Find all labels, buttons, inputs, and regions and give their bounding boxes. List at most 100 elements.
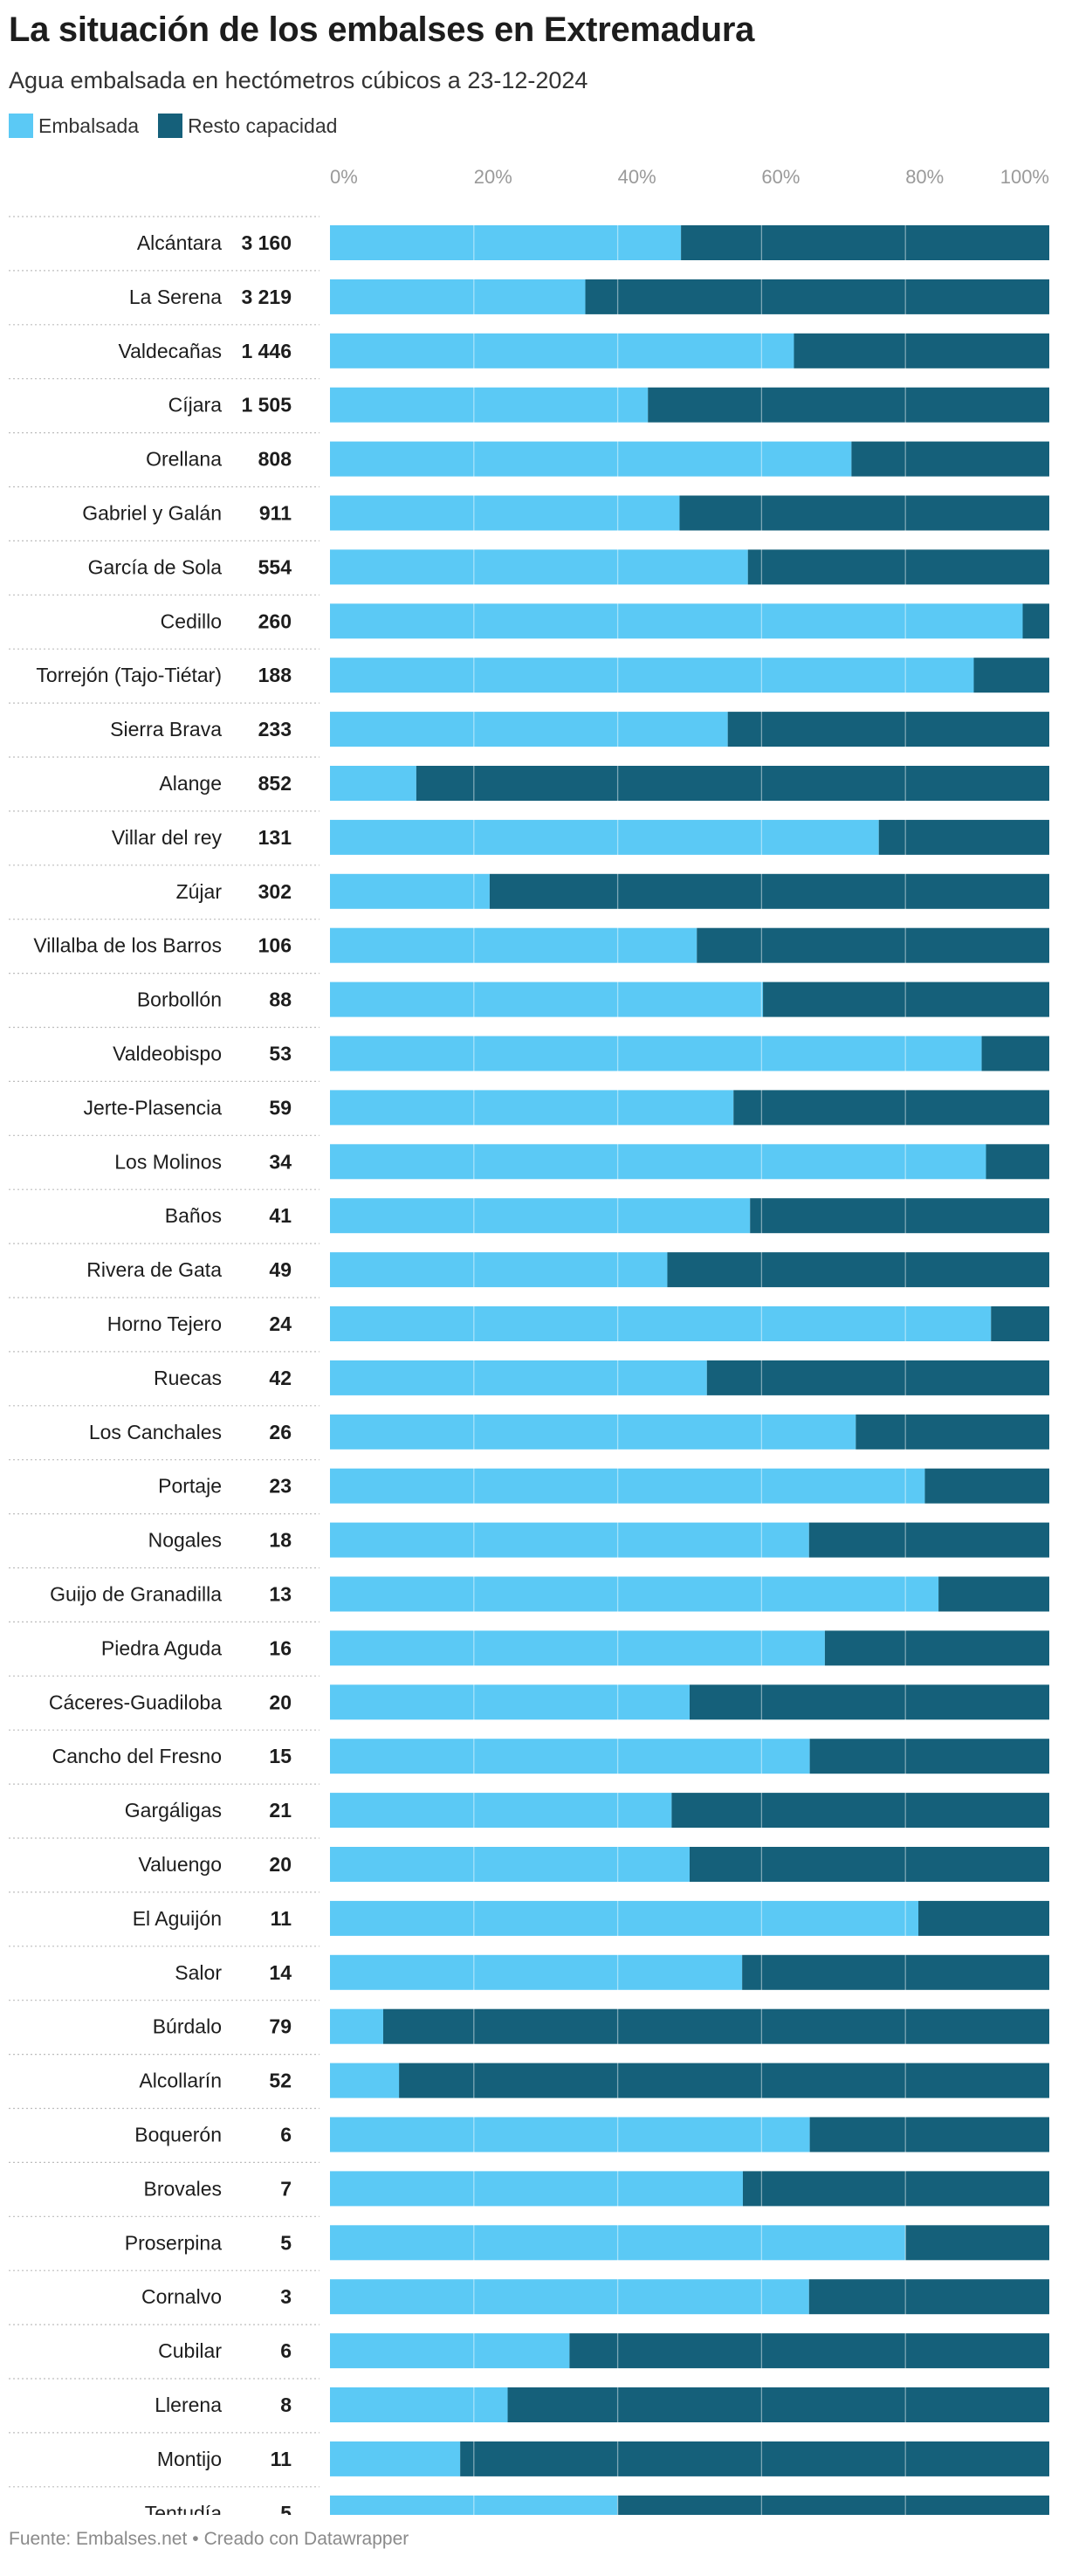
category-label: Ruecas [154,1367,222,1389]
bar-resto-capacidad [747,549,1049,585]
volume-label: 852 [258,772,292,795]
volume-label: 1 446 [241,340,292,362]
category-label: Horno Tejero [107,1312,222,1335]
bar-resto-capacidad [973,658,1049,693]
legend: Embalsada Resto capacidad [9,114,356,138]
bar-embalsada [330,927,697,963]
volume-label: 554 [258,555,292,578]
volume-label: 24 [269,1312,292,1335]
volume-label: 88 [269,988,292,1011]
bar-resto-capacidad [690,1847,1049,1882]
bar-resto-capacidad [399,2063,1049,2098]
legend-swatch-embalsada [9,114,33,138]
volume-label: 21 [269,1799,292,1822]
category-label: Valdecañas [119,340,223,362]
volume-label: 7 [280,2177,292,2200]
category-label: Zújar [176,880,223,903]
bar-embalsada [330,279,586,314]
category-label: Valdeobispo [113,1043,222,1065]
volume-label: 18 [269,1529,292,1552]
bar-resto-capacidad [855,1414,1049,1450]
bar-embalsada [330,1252,668,1288]
category-label: Alcollarín [139,2070,222,2092]
volume-label: 1 505 [241,394,292,417]
category-label: Guijo de Granadilla [50,1583,222,1606]
bar-embalsada [330,495,680,531]
chart-subtitle: Agua embalsada en hectómetros cúbicos a … [9,67,588,93]
bar-embalsada [330,2225,906,2261]
volume-label: 11 [271,2448,292,2470]
bar-resto-capacidad [808,2279,1049,2315]
bar-embalsada [330,2441,461,2476]
bar-embalsada [330,1739,810,1774]
bar-resto-capacidad [382,2008,1049,2044]
bar-resto-capacidad [585,279,1049,314]
category-label: Proserpina [125,2231,222,2254]
category-label: Cornalvo [141,2285,222,2308]
bar-resto-capacidad [667,1252,1049,1288]
bar-embalsada [330,981,764,1017]
bar-resto-capacidad [681,225,1049,260]
category-label: Nogales [148,1529,222,1552]
volume-label: 3 160 [241,231,292,254]
bar-embalsada [330,712,728,747]
bar-embalsada [330,549,748,585]
bar-resto-capacidad [808,1522,1049,1558]
bar-embalsada [330,2279,809,2315]
bar-resto-capacidad [824,1630,1049,1666]
volume-label: 188 [258,664,292,686]
bar-embalsada [330,2117,810,2152]
volume-label: 52 [269,2070,292,2092]
volume-label: 26 [269,1421,292,1443]
category-label: Gargáligas [125,1799,222,1822]
bar-resto-capacidad [809,1739,1049,1774]
category-label: Valuengo [139,1853,223,1876]
x-tick-label: 100% [1000,166,1049,188]
bar-resto-capacidad [706,1360,1049,1395]
bar-embalsada [330,1414,856,1450]
bar-embalsada [330,1900,919,1936]
volume-label: 16 [269,1636,292,1659]
category-label: Borbollón [137,988,222,1011]
bar-embalsada [330,1468,925,1504]
bar-embalsada [330,819,879,855]
credit-note: Creado con Datawrapper [203,2529,409,2549]
bar-resto-capacidad [727,712,1049,747]
bar-resto-capacidad [750,1198,1049,1234]
bar-embalsada [330,1684,690,1720]
category-label: La Serena [129,286,222,308]
bar-embalsada [330,1630,825,1666]
bar-embalsada [330,1144,986,1180]
category-label: Portaje [158,1475,222,1498]
category-label: Cáceres-Guadiloba [49,1691,222,1713]
volume-label: 13 [269,1583,292,1606]
volume-label: 6 [280,2339,292,2362]
category-label: Cubilar [158,2339,222,2362]
x-tick-label: 60% [761,166,800,188]
category-label: Búrdalo [153,2015,222,2038]
category-label: Villalba de los Barros [33,934,222,957]
bar-embalsada [330,387,649,423]
legend-item-embalsada: Embalsada [9,114,139,138]
bar-resto-capacidad [679,495,1049,531]
footer-separator: • [192,2529,199,2549]
bar-embalsada [330,873,490,909]
bar-resto-capacidad [460,2441,1049,2476]
bar-embalsada [330,2387,508,2422]
volume-label: 131 [258,826,292,849]
bar-embalsada [330,1306,992,1341]
category-label: El Aguijón [133,1907,222,1930]
bar-resto-capacidad [697,927,1049,963]
category-label: Salor [175,1961,222,1984]
volume-label: 3 [280,2285,292,2308]
bar-embalsada [330,1522,809,1558]
volume-label: 41 [269,1204,292,1227]
category-label: Cíjara [168,394,223,417]
category-label: Boquerón [134,2124,222,2146]
category-label: Cancho del Fresno [52,1745,222,1767]
category-label: Cedillo [161,610,222,632]
bar-embalsada [330,1090,734,1126]
bar-embalsada [330,441,852,477]
footer: Fuente: Embalses.net • Creado con Datawrap… [9,2529,409,2550]
bar-resto-capacidad [671,1793,1049,1829]
